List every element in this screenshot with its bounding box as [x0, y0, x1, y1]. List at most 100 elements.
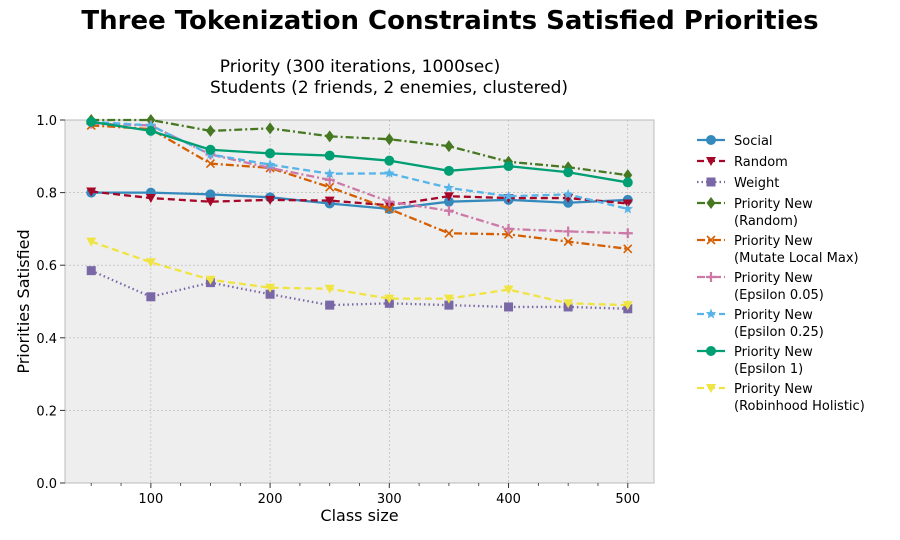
- data-point: [86, 187, 97, 197]
- legend-marker: [706, 272, 716, 282]
- data-point: [205, 275, 216, 285]
- data-point: [205, 144, 216, 155]
- legend-marker: [705, 308, 717, 319]
- y-tick-label: 1.0: [36, 114, 57, 129]
- x-axis-label: Class size: [320, 506, 398, 525]
- series-9: [86, 237, 633, 311]
- legend-item: Social: [697, 134, 773, 149]
- legend-marker: [706, 384, 716, 393]
- series-line: [91, 124, 628, 251]
- data-point: [325, 130, 335, 143]
- legend-marker: [706, 177, 716, 187]
- data-point: [622, 228, 633, 239]
- data-point: [86, 237, 97, 247]
- data-point: [205, 124, 215, 137]
- data-point: [384, 196, 395, 207]
- data-point: [145, 119, 157, 130]
- x-tick-label: 400: [496, 492, 521, 507]
- data-point: [324, 150, 335, 161]
- legend-marker: [706, 346, 716, 356]
- data-point: [443, 294, 454, 304]
- legend-label: Random: [734, 155, 788, 170]
- legend-item: Weight: [697, 176, 779, 191]
- data-point: [384, 167, 395, 178]
- data-point: [443, 182, 455, 193]
- legend-label: Priority New: [734, 308, 813, 323]
- series-line: [91, 190, 628, 207]
- data-point: [265, 195, 276, 205]
- data-point: [205, 158, 216, 169]
- legend-label: (Random): [734, 214, 798, 229]
- x-tick-label: 200: [258, 492, 283, 507]
- x-tick-label: 300: [377, 492, 402, 507]
- data-point: [444, 140, 454, 153]
- legend-marker: [706, 197, 716, 209]
- data-point: [265, 289, 275, 299]
- data-point: [324, 174, 335, 185]
- data-point: [265, 122, 275, 135]
- legend-item: Random: [697, 155, 788, 170]
- data-point: [145, 194, 156, 204]
- legend-label: Priority New: [734, 382, 813, 397]
- legend-label: (Epsilon 0.25): [734, 325, 824, 340]
- data-point: [563, 167, 574, 178]
- x-tick-label: 100: [138, 492, 163, 507]
- y-tick-label: 0.8: [36, 187, 57, 202]
- legend-label: (Mutate Local Max): [734, 251, 859, 266]
- legend-label: (Robinhood Holistic): [734, 399, 865, 414]
- data-point: [146, 292, 156, 302]
- data-point: [503, 285, 514, 295]
- data-point: [444, 300, 454, 310]
- y-tick-label: 0.4: [36, 332, 57, 347]
- data-point: [264, 159, 276, 170]
- series-line: [91, 120, 628, 184]
- data-point: [384, 133, 394, 146]
- data-point: [325, 182, 335, 192]
- data-point: [325, 300, 335, 310]
- legend-label: Priority New: [734, 345, 813, 360]
- legend-item: Priority New (Random): [697, 197, 813, 229]
- data-point: [86, 266, 96, 276]
- legend-item: Priority New (Robinhood Holistic): [697, 382, 865, 414]
- legend-label: Priority New: [734, 197, 813, 212]
- y-tick-label: 0.2: [36, 404, 57, 419]
- chart-subtitle: Priority (300 iterations, 1000sec) Stude…: [210, 57, 569, 99]
- legend-label: Social: [734, 134, 773, 149]
- data-point: [265, 148, 276, 159]
- series-line: [90, 269, 628, 310]
- legend-item: Priority New (Epsilon 0.05): [697, 271, 824, 303]
- series-line: [91, 191, 628, 211]
- legend-label: Priority New: [734, 234, 813, 249]
- data-point: [563, 237, 573, 247]
- legend-marker: [706, 135, 716, 145]
- data-point: [563, 299, 574, 309]
- data-point: [324, 196, 335, 206]
- data-point: [265, 283, 276, 293]
- data-point: [443, 165, 454, 176]
- legend-item: Priority New (Epsilon 0.25): [697, 308, 824, 340]
- data-point: [324, 284, 335, 294]
- data-point: [205, 189, 216, 200]
- data-point: [443, 196, 454, 207]
- data-point: [623, 244, 633, 254]
- data-point: [503, 190, 514, 201]
- legend-label: Priority New: [734, 271, 813, 286]
- data-point: [205, 197, 216, 207]
- data-point: [622, 301, 633, 311]
- legend-item: Priority New (Epsilon 1): [697, 345, 813, 377]
- data-point: [562, 188, 574, 199]
- data-point: [384, 294, 395, 304]
- data-point: [504, 302, 514, 312]
- data-point: [324, 168, 335, 179]
- legend-label: Weight: [734, 176, 779, 191]
- legend-marker: [706, 157, 716, 166]
- y-tick-label: 0.0: [36, 477, 57, 492]
- data-point: [503, 223, 514, 234]
- chart-title: Three Tokenization Constraints Satisfied…: [81, 6, 819, 36]
- y-tick-label: 0.6: [36, 259, 57, 274]
- data-point: [145, 125, 156, 136]
- subtitle-line-2: Students (2 friends, 2 enemies, clustere…: [210, 78, 569, 98]
- data-point: [444, 228, 454, 238]
- series-line: [91, 118, 628, 177]
